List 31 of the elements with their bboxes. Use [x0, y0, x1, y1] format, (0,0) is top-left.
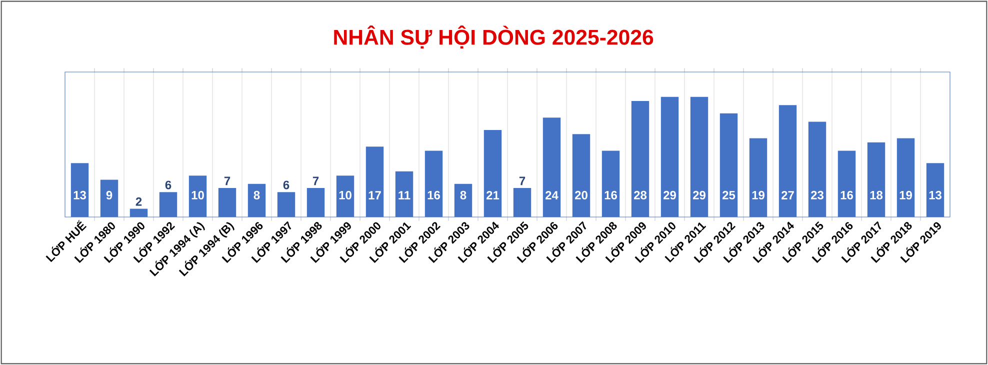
data-label: 9	[106, 190, 112, 200]
data-label: 16	[428, 190, 440, 200]
data-label: 17	[368, 191, 381, 200]
data-label: 6	[165, 180, 172, 190]
data-label: 21	[486, 191, 500, 200]
data-label: 13	[74, 190, 86, 200]
data-label: 29	[693, 190, 706, 200]
data-label: 23	[811, 190, 824, 200]
data-label: 20	[575, 190, 588, 200]
data-label: 11	[398, 191, 410, 200]
data-label: 28	[634, 190, 647, 200]
data-label: 29	[664, 190, 676, 200]
data-label: 18	[870, 190, 883, 200]
data-label: 13	[929, 190, 942, 200]
data-label: 7	[224, 176, 230, 186]
data-label: 19	[900, 190, 912, 200]
data-label: 8	[460, 190, 466, 200]
data-label: 6	[283, 180, 290, 190]
data-label: 10	[192, 190, 204, 200]
data-label: 27	[782, 191, 794, 200]
data-label: 16	[840, 190, 853, 200]
data-label: 25	[722, 190, 736, 200]
data-label: 24	[546, 191, 558, 200]
data-label: 16	[604, 190, 617, 200]
chart-title: NHÂN SỰ HỘI DÒNG 2025-2026	[334, 26, 654, 48]
data-label: 8	[254, 190, 260, 200]
data-label: 7	[312, 176, 319, 186]
data-label: 7	[519, 176, 526, 186]
data-label: 10	[339, 190, 352, 200]
data-label: 19	[752, 190, 764, 200]
data-label: 2	[136, 197, 142, 206]
